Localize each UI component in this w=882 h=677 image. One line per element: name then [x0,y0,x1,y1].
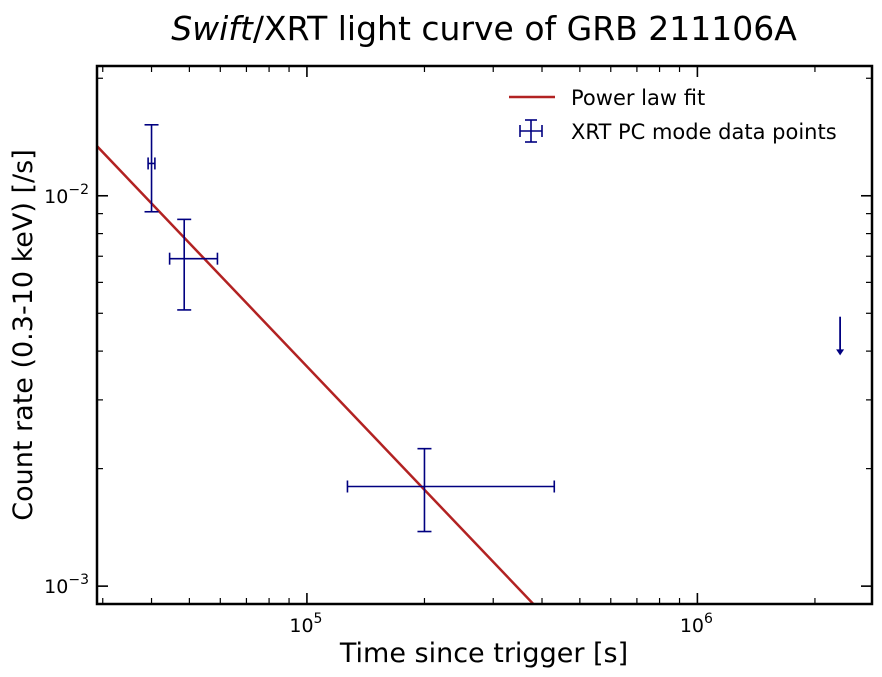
y-axis-label: Count rate (0.3-10 keV) [/s] [8,149,39,520]
legend-fit-label: Power law fit [571,86,705,110]
chart-title-rest: /XRT light curve of GRB 211106A [253,9,797,48]
plot-frame [95,64,874,606]
upper-limit-arrow [836,316,845,356]
axis-ticks: 105 106 10−3 10−2 [44,66,872,637]
power-law-fit-line [97,145,535,604]
y-tick-label: 10−2 [44,182,89,208]
x-tick-label: 106 [680,611,713,637]
data-point-1 [144,123,159,213]
legend-data-swatch [519,119,543,143]
x-axis-label: Time since trigger [s] [339,638,628,669]
y-tick-label: 10−3 [44,572,89,598]
chart-title: Swift/XRT light curve of GRB 211106A [171,9,797,48]
data-point-3 [346,447,556,533]
legend: Power law fit XRT PC mode data points [509,86,837,144]
data-marks [97,123,845,604]
data-point-2 [168,218,219,311]
x-tick-label: 105 [289,611,322,637]
legend-data-label: XRT PC mode data points [571,120,837,144]
upper-limit-head [836,349,845,356]
chart-title-italic: Swift [171,9,254,48]
